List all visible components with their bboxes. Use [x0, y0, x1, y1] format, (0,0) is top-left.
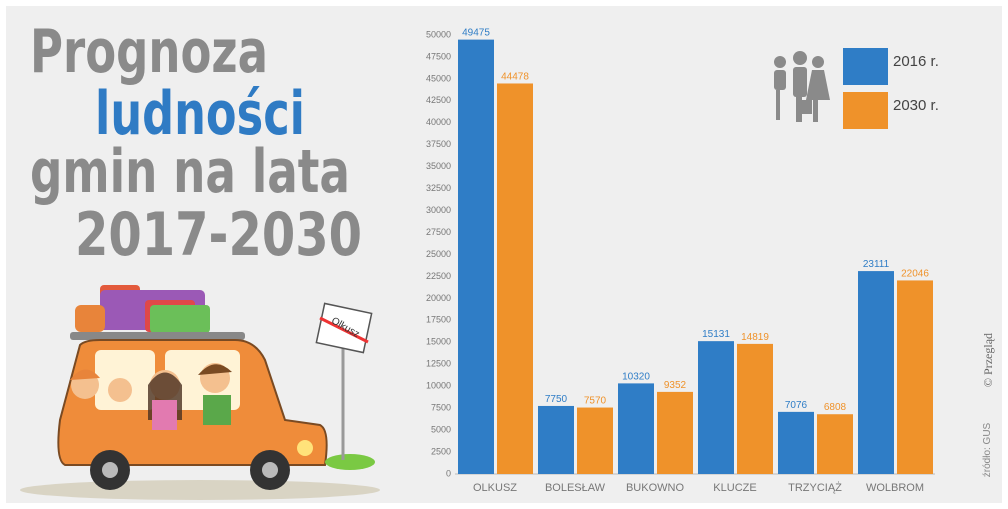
value-label: 10320 [622, 371, 650, 382]
value-label: 44478 [501, 71, 529, 82]
y-tick-label: 50000 [426, 29, 451, 39]
bar [897, 280, 933, 474]
y-tick-label: 45000 [426, 73, 451, 83]
title-line: Prognoza [30, 17, 268, 87]
x-tick-label: TRZYCIĄŻ [788, 481, 842, 494]
value-label: 7750 [545, 394, 568, 405]
x-tick-label: BUKOWNO [626, 482, 685, 494]
x-tick-label: BOLESŁAW [545, 482, 606, 494]
y-tick-label: 32500 [426, 183, 451, 193]
bar [657, 392, 693, 474]
bar [778, 412, 814, 474]
y-tick-label: 2500 [431, 446, 451, 456]
bar [458, 40, 494, 474]
value-label: 49475 [462, 28, 490, 39]
y-tick-label: 27500 [426, 227, 451, 237]
bar [817, 414, 853, 474]
title-line: 2017-2030 [75, 200, 362, 270]
y-tick-label: 7500 [431, 403, 451, 413]
y-tick-label: 40000 [426, 117, 451, 127]
bar [497, 83, 533, 474]
value-label: 14819 [741, 332, 769, 343]
bar [698, 341, 734, 474]
value-label: 6808 [824, 402, 847, 413]
y-tick-label: 22500 [426, 271, 451, 281]
value-label: 22046 [901, 268, 929, 279]
value-label: 7570 [584, 396, 607, 407]
source: źródło: GUS [982, 422, 993, 477]
legend-swatch [843, 92, 888, 129]
credit: © Przegląd [981, 333, 995, 387]
legend-label: 2030 r. [893, 97, 939, 114]
bar [577, 408, 613, 474]
y-tick-label: 0 [446, 468, 451, 478]
bar [618, 383, 654, 474]
y-tick-label: 10000 [426, 381, 451, 391]
y-tick-label: 37500 [426, 139, 451, 149]
y-tick-label: 25000 [426, 249, 451, 259]
value-label: 9352 [664, 380, 687, 391]
y-tick-label: 15000 [426, 337, 451, 347]
y-tick-label: 17500 [426, 315, 451, 325]
y-tick-label: 30000 [426, 205, 451, 215]
bar [858, 271, 894, 474]
y-tick-label: 42500 [426, 95, 451, 105]
bar [538, 406, 574, 474]
infographic: Prognoza ludności gmin na lata 2017-2030… [0, 0, 1008, 509]
title-line: gmin na lata [30, 137, 350, 207]
x-tick-label: KLUCZE [713, 482, 756, 494]
x-tick-label: OLKUSZ [473, 482, 517, 494]
y-tick-label: 35000 [426, 161, 451, 171]
value-label: 23111 [863, 259, 890, 270]
bar [737, 344, 773, 474]
y-tick-label: 5000 [431, 424, 451, 434]
y-tick-label: 20000 [426, 293, 451, 303]
legend-label: 2016 r. [893, 53, 939, 70]
legend-swatch [843, 48, 888, 85]
value-label: 7076 [785, 400, 808, 411]
y-tick-label: 47500 [426, 51, 451, 61]
value-label: 15131 [702, 329, 730, 340]
y-tick-label: 12500 [426, 359, 451, 369]
x-tick-label: WOLBROM [866, 482, 924, 494]
